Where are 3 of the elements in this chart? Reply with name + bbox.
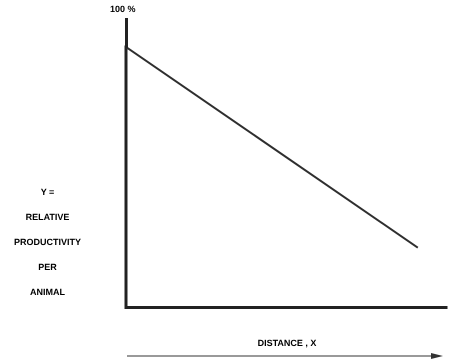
text: Y = RELATIVE PRODUCTIVITY PER ANIMAL <box>14 187 81 297</box>
x-axis-title: DISTANCE , X <box>256 338 318 348</box>
text: 100 % <box>110 4 136 14</box>
